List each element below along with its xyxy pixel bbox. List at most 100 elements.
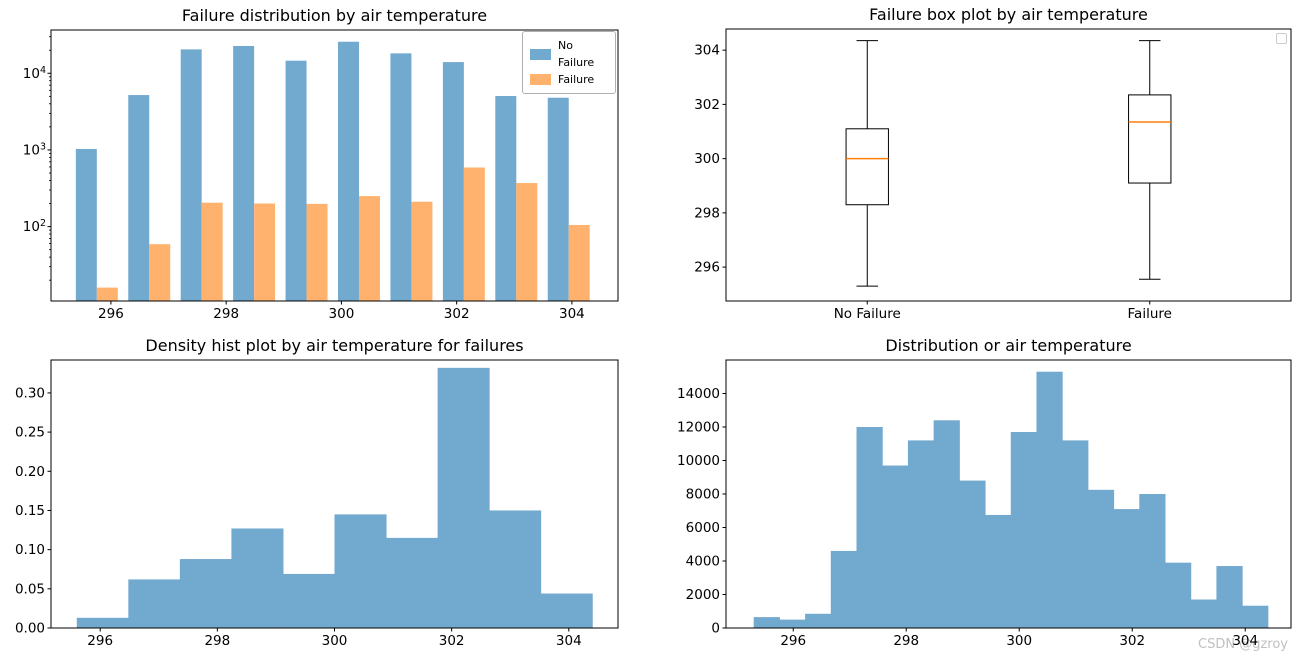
watermark: CSDN @gzroy — [1198, 637, 1288, 652]
y-tick-label: 0.30 — [15, 385, 45, 401]
histogram-bars — [753, 371, 1269, 628]
bar — [128, 95, 150, 301]
bar — [285, 60, 307, 301]
box-no-failure — [845, 40, 889, 287]
bar — [149, 244, 171, 301]
x-tick-label: 298 — [204, 633, 230, 649]
y-tick-label: 2000 — [686, 587, 720, 603]
y-tick-label: 304 — [694, 43, 720, 59]
panel4-title: Distribution or air temperature — [885, 336, 1132, 355]
x-tick-label: 302 — [439, 633, 465, 649]
y-tick-label: 302 — [694, 97, 720, 113]
category-label: No Failure — [834, 306, 901, 322]
y-tick-label: 103 — [23, 141, 46, 158]
panel3-title: Density hist plot by air temperature for… — [145, 336, 524, 355]
axes-frame — [725, 28, 1292, 302]
histogram-bar — [76, 617, 129, 628]
y-tick-label: 0.00 — [15, 621, 45, 637]
panel-failure-boxplot: No Failure Failure 296 298 300 302 304 — [694, 28, 1292, 322]
bar — [411, 201, 433, 301]
x-tick-label: 296 — [98, 306, 124, 322]
no-failure-swatch — [530, 48, 551, 60]
y-tick-label: 296 — [694, 260, 720, 276]
bar — [254, 203, 276, 301]
x-tick-label: 296 — [87, 633, 113, 649]
no-failure-bars — [75, 41, 569, 302]
histogram-bar — [1113, 509, 1140, 628]
bar — [306, 203, 328, 301]
bar — [442, 62, 464, 302]
histogram-bar — [282, 573, 335, 628]
iqr-box — [845, 128, 889, 206]
histogram-bar — [907, 440, 935, 628]
failure-bars — [96, 167, 590, 301]
y-tick-label: 298 — [694, 205, 720, 221]
histogram-bar — [179, 559, 232, 628]
y-tick-label: 104 — [23, 65, 46, 82]
histogram-bar — [1165, 562, 1192, 628]
histogram-bar — [882, 465, 909, 628]
y-tick-label: 12000 — [677, 420, 720, 436]
histogram-bar — [1010, 432, 1037, 628]
bar — [180, 49, 202, 302]
histogram-bar — [1062, 440, 1089, 628]
y-tick-label: 300 — [694, 151, 720, 167]
legend-entry-failure: Failure — [530, 71, 608, 88]
iqr-box — [1128, 94, 1172, 184]
y-tick-label: 8000 — [686, 487, 720, 503]
histogram-bar — [1216, 566, 1243, 628]
bar — [463, 167, 485, 301]
legend-entry-no-failure: No Failure — [530, 37, 608, 71]
bar — [516, 183, 538, 301]
x-tick-label: 298 — [893, 633, 919, 649]
y-tick-label: 0.10 — [15, 542, 45, 558]
x-tick-label: 300 — [322, 633, 348, 649]
box-failure — [1128, 40, 1172, 280]
histogram-bar — [1139, 494, 1166, 628]
bar — [75, 148, 97, 301]
x-tick-label: 304 — [556, 633, 582, 649]
histogram-bar — [1087, 489, 1115, 628]
histogram-bar — [856, 427, 883, 628]
histogram-bar — [1242, 605, 1269, 628]
bar — [568, 224, 590, 301]
histogram-bar — [334, 514, 387, 628]
panel2-title: Failure box plot by air temperature — [869, 5, 1148, 24]
histogram-bar — [1190, 599, 1217, 628]
bar — [338, 41, 359, 301]
y-tick-label: 14000 — [677, 386, 720, 402]
y-tick-label: 0 — [711, 621, 720, 637]
histogram-bar — [231, 528, 284, 628]
x-tick-label: 296 — [780, 633, 806, 649]
x-tick-label: 304 — [559, 306, 585, 322]
y-tick-label: 0.20 — [15, 464, 45, 480]
x-tick-label: 302 — [1119, 633, 1145, 649]
panel-failure-distribution: 296 298 300 302 304 102 103 104 — [23, 29, 619, 322]
axes-frame — [50, 29, 619, 302]
x-tick-label: 302 — [444, 306, 470, 322]
y-tick-label: 4000 — [686, 554, 720, 570]
histogram-bar — [386, 537, 439, 628]
y-tick-label: 10000 — [677, 453, 720, 469]
histogram-bar — [959, 480, 986, 628]
panel1-legend: No Failure Failure — [522, 31, 616, 94]
histogram-bars — [76, 367, 593, 628]
histogram-bar — [437, 367, 490, 628]
histogram-bar — [985, 514, 1012, 628]
y-tick-label: 102 — [23, 218, 46, 235]
bar — [201, 202, 223, 301]
y-tick-label: 0.05 — [15, 581, 45, 597]
legend-label-failure: Failure — [558, 73, 595, 86]
x-tick-label: 298 — [213, 306, 239, 322]
failure-swatch — [530, 74, 551, 85]
bar — [96, 287, 118, 301]
bar — [547, 97, 569, 301]
histogram-bar — [779, 619, 806, 628]
bar — [233, 45, 255, 302]
x-tick-label: 300 — [329, 306, 355, 322]
legend-label-no-failure: No Failure — [558, 39, 595, 69]
histogram-bar — [933, 420, 960, 628]
panel-air-temp-hist: 296 298 300 302 304 0 2000 4000 6000 8000 10000 120… — [677, 359, 1292, 649]
